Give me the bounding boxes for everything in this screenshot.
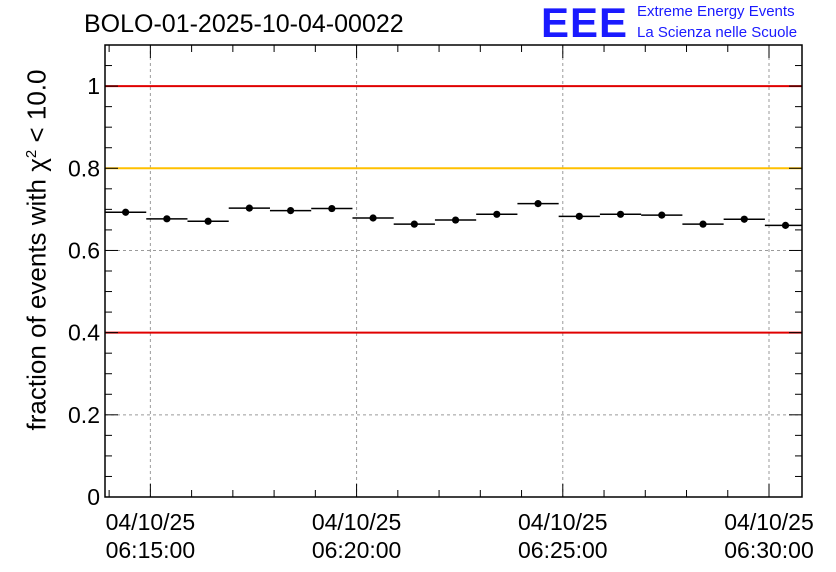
data-series [105,200,802,229]
data-point [451,216,460,224]
eee-logo-icon: EEE [541,0,629,46]
data-point [122,208,130,216]
y-axis-label-superscript: 2 [22,149,40,159]
y-tick-labels: 0 0.2 0.4 0.6 0.8 1 [68,73,100,510]
data-point [534,200,542,208]
y-axis-label-suffix: < 10.0 [21,69,52,150]
logo-subtitle-2: La Scienza nelle Scuole [637,24,798,41]
data-point [658,211,666,219]
y-tick-label: 0.2 [68,402,100,428]
data-point [328,204,336,213]
data-point [286,206,295,215]
y-axis-label-symbol: χ [21,158,52,172]
data-point [245,204,253,212]
data-point [493,210,501,218]
data-point [699,220,707,228]
data-point [410,220,418,228]
reference-lines [105,85,802,334]
x-tick-date: 04/10/25 [312,509,402,535]
x-tick-date: 04/10/25 [518,509,608,535]
x-tick-date: 04/10/25 [724,509,814,535]
x-tick-time: 06:25:00 [518,537,608,563]
plot-frame [104,44,803,498]
data-point [781,221,790,229]
data-point [740,215,748,223]
logo-subtitle-1: Extreme Energy Events [637,3,795,20]
y-tick-label: 0.4 [68,320,100,346]
run-title: BOLO-01-2025-10-04-00022 [84,10,404,38]
y-tick-label: 1 [87,73,100,99]
x-tick-time: 06:20:00 [312,537,402,563]
grid-lines [105,45,802,497]
y-tick-label: 0.6 [68,237,100,263]
x-tick-date: 04/10/25 [106,509,196,535]
x-tick-time: 06:15:00 [106,537,196,563]
y-axis-label: fraction of events with χ2 < 10.0 [22,70,53,431]
axis-ticks [105,44,802,498]
data-point [204,217,212,225]
data-point [163,215,171,223]
x-tick-time: 06:30:00 [724,537,814,563]
y-tick-label: 0 [87,484,100,510]
data-point [369,214,377,222]
y-tick-label: 0.8 [68,155,100,181]
x-tick-labels: 04/10/2506:15:0004/10/2506:20:0004/10/25… [106,509,814,563]
y-axis-label-prefix: fraction of events with [21,171,52,431]
data-point [575,212,583,220]
data-point [616,210,625,218]
